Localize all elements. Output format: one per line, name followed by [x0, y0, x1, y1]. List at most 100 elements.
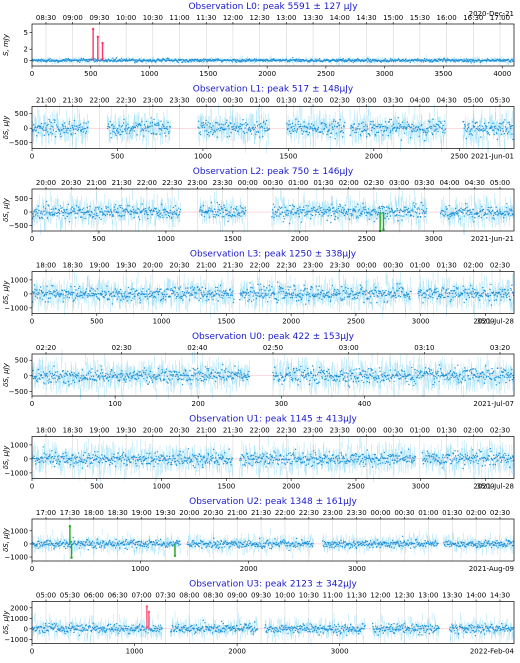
- data-point: [77, 206, 80, 208]
- data-point: [418, 294, 420, 297]
- data-point: [395, 296, 397, 299]
- data-point: [206, 124, 208, 126]
- data-point: [232, 208, 235, 210]
- data-point: [221, 127, 223, 129]
- data-point: [355, 217, 358, 219]
- data-point: [316, 373, 319, 376]
- data-point: [128, 458, 130, 460]
- x-tick-label: 400: [358, 400, 371, 408]
- data-point: [280, 377, 283, 379]
- data-point: [466, 130, 468, 133]
- data-point: [74, 381, 76, 383]
- data-point: [310, 58, 312, 61]
- data-point: [204, 374, 206, 376]
- data-point: [129, 213, 131, 215]
- data-point: [163, 372, 165, 374]
- data-point: [337, 122, 339, 124]
- data-point: [76, 59, 78, 61]
- data-point: [328, 59, 330, 61]
- data-point: [220, 126, 222, 128]
- data-point: [481, 293, 483, 295]
- time-tick-label: 01:30: [313, 179, 333, 187]
- data-point: [309, 128, 311, 130]
- data-point: [367, 128, 369, 130]
- data-point: [223, 290, 225, 292]
- data-point: [348, 209, 350, 211]
- data-point: [243, 292, 245, 294]
- data-point: [505, 210, 507, 212]
- data-point: [405, 377, 407, 380]
- data-point: [40, 216, 43, 219]
- data-point: [472, 288, 474, 290]
- data-point: [331, 375, 334, 377]
- data-point: [225, 368, 227, 370]
- data-point: [201, 126, 203, 129]
- data-point: [110, 292, 113, 295]
- data-point: [57, 126, 59, 128]
- data-point: [397, 59, 399, 61]
- data-point: [412, 378, 414, 381]
- data-point: [161, 455, 163, 457]
- data-point: [421, 371, 423, 373]
- data-point: [93, 458, 95, 461]
- data-point: [205, 375, 208, 377]
- data-point: [47, 205, 50, 207]
- data-point: [190, 459, 193, 461]
- data-point: [55, 375, 58, 377]
- data-point: [34, 127, 36, 129]
- data-point: [405, 291, 408, 294]
- data-point: [475, 295, 477, 297]
- data-point: [230, 206, 232, 208]
- data-point: [201, 464, 203, 466]
- data-point: [89, 290, 92, 292]
- data-point: [119, 215, 121, 217]
- data-point: [114, 127, 116, 129]
- data-point: [403, 375, 405, 378]
- data-point: [493, 218, 495, 220]
- data-point: [142, 129, 145, 132]
- data-point: [302, 206, 305, 208]
- time-tick-label: 21:00: [196, 262, 216, 270]
- data-point: [137, 216, 140, 218]
- data-point: [162, 216, 164, 219]
- data-point: [135, 456, 138, 459]
- data-point: [118, 131, 120, 133]
- data-point: [304, 212, 306, 214]
- data-point: [357, 376, 359, 379]
- data-point: [356, 60, 358, 62]
- data-point: [66, 127, 69, 129]
- data-point: [142, 456, 144, 458]
- data-point: [32, 457, 35, 459]
- data-point: [77, 60, 80, 62]
- data-point: [245, 292, 247, 294]
- data-point: [316, 130, 318, 132]
- data-point: [365, 130, 367, 132]
- data-point: [215, 286, 217, 289]
- time-tick-label: 21:00: [36, 97, 56, 105]
- data-point: [87, 465, 89, 467]
- data-point: [227, 125, 229, 128]
- data-point: [132, 458, 134, 460]
- data-point: [135, 209, 137, 212]
- data-point: [511, 124, 514, 127]
- data-point: [317, 371, 320, 374]
- data-point: [352, 294, 354, 296]
- data-point: [365, 377, 367, 379]
- data-point: [45, 292, 47, 294]
- data-point: [394, 294, 397, 296]
- data-point: [67, 59, 69, 61]
- data-point: [90, 371, 92, 374]
- data-point: [215, 457, 217, 459]
- data-point: [51, 214, 54, 216]
- data-point: [136, 126, 139, 128]
- data-point: [326, 133, 328, 136]
- data-point: [369, 290, 371, 292]
- data-point: [45, 454, 47, 456]
- x-tick-label: 1500: [199, 70, 217, 78]
- data-point: [498, 125, 500, 128]
- data-point: [114, 288, 117, 290]
- data-point: [150, 460, 153, 463]
- data-point: [427, 289, 429, 291]
- data-point: [117, 456, 119, 459]
- data-point: [425, 134, 427, 136]
